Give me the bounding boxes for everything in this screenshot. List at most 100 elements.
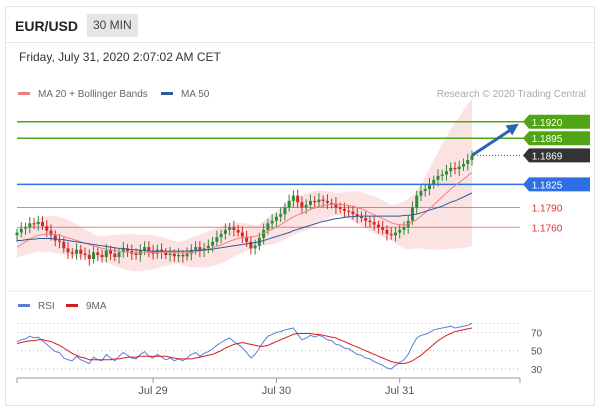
rsi-line	[16, 323, 473, 370]
chart-header: EUR/USD 30 MIN	[6, 7, 594, 43]
candle-body	[266, 223, 270, 230]
candle-body	[75, 249, 79, 254]
ma50-line	[17, 192, 473, 252]
candle-body	[223, 229, 227, 234]
candle-body	[423, 189, 427, 192]
candle-body	[436, 175, 440, 180]
forecast-arrow-shaft	[471, 128, 512, 157]
rsi-tick-label: 70	[531, 329, 543, 340]
candle-body	[206, 245, 210, 249]
last-price-label: 1.1869	[532, 151, 563, 162]
candle-body	[36, 222, 40, 225]
candle-body	[466, 160, 470, 164]
candle-body	[66, 248, 70, 253]
candle-body	[334, 203, 338, 208]
candle-body	[249, 241, 253, 249]
level-tag-pivot	[523, 177, 590, 192]
level-label: 1.1760	[532, 223, 563, 234]
credit-text: Research © 2020 Trading Central	[437, 89, 586, 100]
timeframe-button[interactable]: 30 MIN	[87, 14, 138, 37]
chart-widget: EUR/USD 30 MIN Friday, July 31, 2020 2:0…	[5, 6, 595, 406]
candle-body	[444, 171, 448, 175]
candle-body	[87, 255, 91, 259]
legend-label: MA 50	[181, 89, 210, 100]
candle-body	[19, 228, 23, 233]
candle-body	[321, 199, 325, 201]
candle-body	[351, 211, 355, 215]
candle-body	[83, 253, 87, 256]
level-tag-resistance	[523, 114, 590, 129]
candle-body	[126, 248, 130, 252]
candle-body	[325, 200, 329, 203]
candle-body	[194, 247, 198, 250]
candle-body	[457, 166, 461, 170]
x-tick-label: Jul 31	[385, 385, 414, 397]
candle-body	[147, 247, 151, 252]
candle-body	[219, 233, 223, 238]
legend-swatch-rsi-ma	[66, 304, 78, 307]
candle-body	[440, 174, 444, 176]
candle-body	[96, 252, 100, 256]
level-label: 1.1895	[532, 134, 563, 145]
rsi-ma-line	[16, 327, 473, 364]
candle-body	[296, 195, 300, 203]
ma20-line	[16, 172, 473, 254]
bollinger-band	[17, 98, 472, 272]
last-price-tag	[523, 148, 590, 163]
legend-label: RSI	[38, 301, 55, 312]
candle-body	[113, 253, 117, 257]
candle-body	[385, 229, 389, 234]
candle-body	[32, 223, 36, 225]
rsi-tick-label: 30	[531, 365, 543, 376]
candle-body	[372, 222, 376, 225]
candle-body	[419, 191, 423, 196]
candle-body	[236, 229, 240, 233]
candle-body	[364, 218, 368, 221]
x-tick-label: Jul 29	[138, 385, 167, 397]
candle-body	[240, 232, 244, 237]
candle-body	[300, 202, 304, 208]
timestamp: Friday, July 31, 2020 2:07:02 AM CET	[19, 50, 221, 64]
candle-body	[381, 227, 385, 230]
candle-body	[198, 247, 202, 252]
candle-body	[432, 179, 436, 185]
candle-body	[317, 199, 321, 203]
candle-body	[274, 216, 278, 221]
candle-body	[134, 253, 138, 256]
symbol-label: EUR/USD	[15, 18, 79, 34]
candle-body	[308, 200, 312, 205]
candle-body	[245, 236, 249, 242]
legend-swatch-rsi	[18, 304, 30, 307]
candle-body	[104, 250, 108, 257]
candle-body	[283, 207, 287, 215]
candle-body	[24, 227, 28, 229]
candle-body	[376, 224, 380, 228]
candle-body	[338, 207, 342, 209]
candle-body	[359, 216, 363, 219]
candle-body	[79, 249, 83, 254]
candle-body	[28, 223, 32, 228]
level-label: 1.1790	[532, 204, 563, 215]
candle-body	[415, 195, 419, 208]
candle-body	[342, 208, 346, 211]
candle-body	[410, 207, 414, 221]
candle-body	[287, 200, 291, 208]
candle-body	[291, 195, 295, 201]
candle-body	[253, 245, 257, 249]
candle-body	[164, 252, 168, 256]
candle-body	[398, 229, 402, 233]
candle-body	[117, 252, 121, 257]
candle-body	[461, 163, 465, 167]
candle-body	[215, 237, 219, 242]
candle-body	[172, 253, 176, 257]
forecast-arrow-head	[505, 123, 519, 136]
candle-body	[402, 227, 406, 230]
level-label: 1.1920	[532, 118, 563, 129]
level-tag-resistance	[523, 131, 590, 146]
candle-body	[347, 210, 351, 212]
candle-body	[143, 247, 147, 251]
candle-body	[330, 202, 334, 204]
candle-body	[181, 255, 185, 257]
candle-body	[155, 249, 159, 254]
candle-body	[470, 155, 474, 161]
